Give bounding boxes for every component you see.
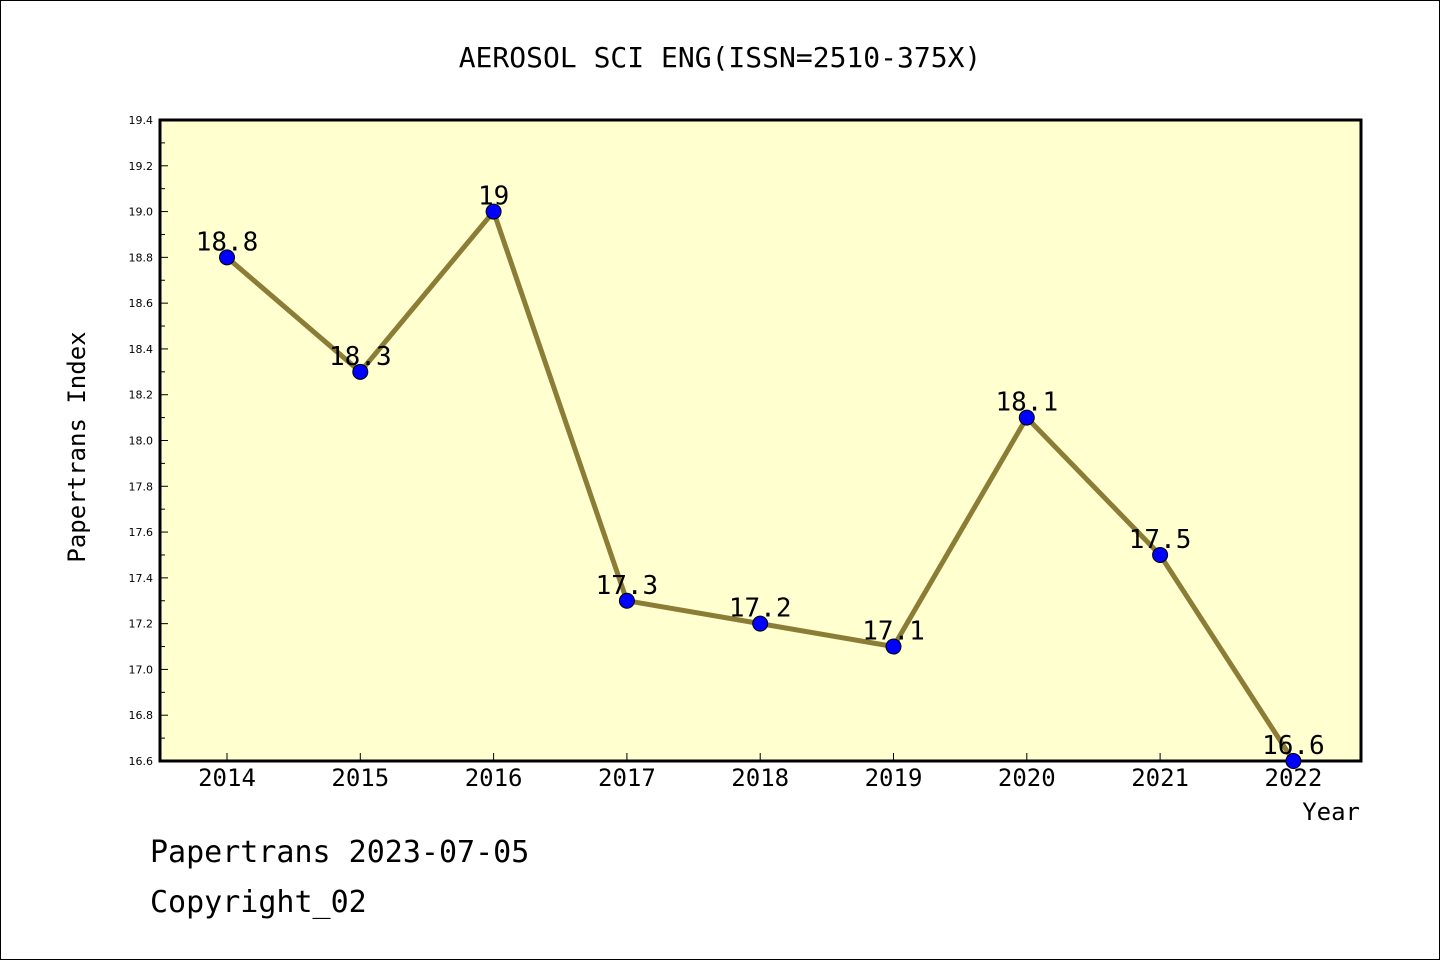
y-tick-label: 17.2 — [129, 618, 154, 631]
footer-copyright: Copyright_02 — [150, 885, 367, 920]
data-label: 18.8 — [196, 227, 259, 257]
data-point — [485, 203, 502, 220]
x-tick-label: 2019 — [865, 764, 923, 792]
y-tick-label: 18.6 — [129, 297, 154, 310]
x-axis-label: Year — [1302, 798, 1360, 826]
y-tick-label: 18.2 — [129, 389, 154, 402]
data-point — [219, 249, 235, 266]
x-tick-label: 2018 — [731, 764, 789, 792]
data-point — [1285, 753, 1302, 769]
x-tick-label: 2015 — [331, 764, 389, 792]
y-tick-label: 19.2 — [129, 160, 154, 173]
y-tick-label: 18.4 — [129, 343, 154, 356]
chart-title: AEROSOL SCI ENG(ISSN=2510-375X) — [459, 41, 982, 74]
x-tick-label: 2014 — [198, 764, 256, 792]
data-label: 17.3 — [596, 571, 659, 601]
y-tick-label: 19.0 — [129, 206, 154, 219]
data-label: 16.6 — [1262, 731, 1325, 761]
x-tick-label: 2021 — [1131, 764, 1189, 792]
y-axis-label: Papertrans Index — [63, 331, 91, 562]
footer-date: Papertrans 2023-07-05 — [150, 835, 530, 870]
data-point — [618, 592, 635, 609]
x-tick-label: 2016 — [465, 764, 523, 792]
data-label: 18.1 — [995, 388, 1058, 418]
y-axis: 16.6 16.8 17.0 17.2 17.4 17.6 17.8 18.0 18.2 18.4… — [129, 114, 168, 768]
data-label: 19 — [478, 182, 509, 212]
data-label: 17.5 — [1129, 525, 1192, 555]
y-tick-label: 17.6 — [129, 526, 154, 539]
data-label: 17.1 — [862, 617, 925, 647]
data-label: 17.2 — [729, 594, 792, 624]
y-tick-label: 18.0 — [129, 435, 154, 448]
data-point — [1152, 546, 1169, 563]
x-axis: 2014 2015 2016 2017 2018 2019 2020 2021 2022 — [198, 753, 1322, 792]
series-layer: 18.8 18.3 19 17.3 17.2 17.1 18.1 17.5 16.6 — [196, 182, 1325, 769]
y-tick-label: 16.8 — [129, 709, 154, 722]
y-tick-label: 17.8 — [129, 480, 154, 493]
data-point — [1018, 409, 1035, 426]
y-tick-label: 18.8 — [129, 251, 154, 264]
data-label: 18.3 — [329, 342, 392, 372]
y-tick-label: 19.4 — [129, 114, 154, 127]
data-point — [352, 363, 369, 380]
data-point — [885, 638, 902, 655]
y-tick-label: 16.6 — [129, 755, 154, 768]
y-tick-label: 17.4 — [129, 572, 154, 585]
data-point — [752, 615, 769, 632]
x-tick-label: 2017 — [598, 764, 656, 792]
plot-area — [158, 118, 1363, 763]
y-tick-label: 17.0 — [129, 663, 154, 676]
x-tick-label: 2020 — [998, 764, 1056, 792]
